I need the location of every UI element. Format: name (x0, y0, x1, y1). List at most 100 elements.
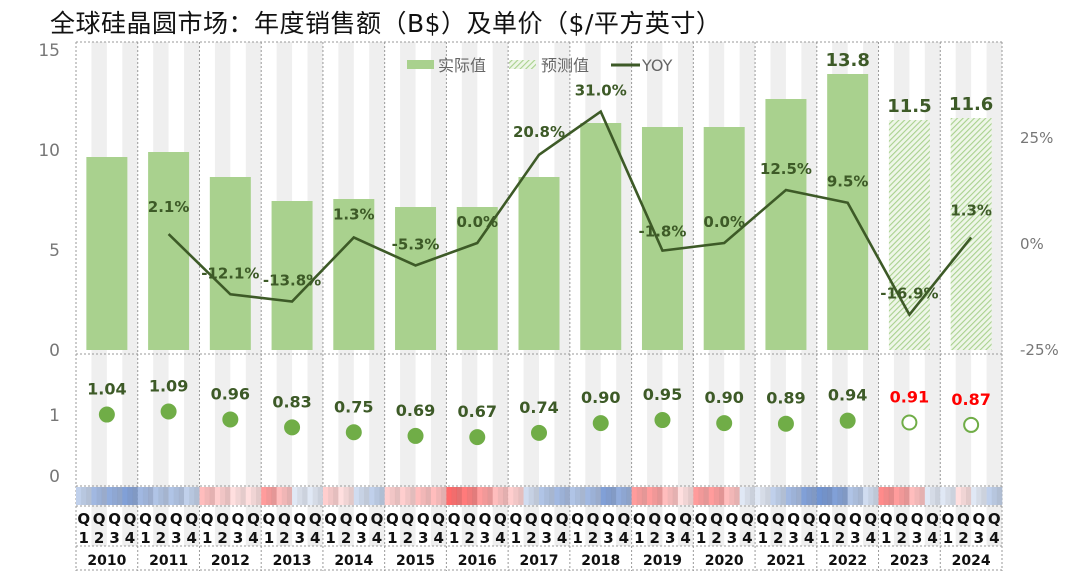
heatmap-cell (400, 487, 406, 505)
sales-axis-tick: 5 (49, 241, 60, 261)
heatmap-cell (971, 487, 977, 505)
year-label: 2015 (396, 553, 435, 569)
heatmap-cell (713, 487, 720, 505)
quarter-label-num: 1 (572, 529, 582, 547)
heatmap-cell (502, 487, 509, 505)
actual-bar (827, 74, 869, 350)
chart-title: 全球硅晶圆市场：年度销售额（B$）及单价（$/平方英寸） (50, 9, 722, 38)
quarter-label-num: 2 (711, 529, 721, 547)
heatmap-cell (677, 487, 684, 505)
price-dot (345, 424, 362, 441)
actual-bar (641, 127, 683, 350)
sales-axis-tick: 10 (38, 141, 60, 161)
heatmap-cell (117, 487, 123, 505)
quarter-label-num: 3 (171, 529, 181, 547)
year-label: 2018 (581, 553, 620, 569)
heatmap-cell (364, 487, 370, 505)
quarter-label-q: Q (525, 510, 538, 528)
quarter-label-q: Q (293, 510, 306, 528)
quarter-label-num: 4 (742, 529, 752, 547)
yoy-label: 2.1% (148, 198, 190, 216)
legend-forecast-label: 预测值 (541, 56, 589, 75)
heatmap-cell (492, 487, 499, 505)
grid-stripe (492, 42, 509, 546)
quarter-label-q: Q (417, 510, 430, 528)
quarter-label-num: 1 (387, 529, 397, 547)
heatmap-cell (101, 487, 108, 505)
year-label: 2020 (705, 553, 744, 569)
quarter-label-num: 4 (125, 529, 135, 547)
quarter-label-q: Q (108, 510, 121, 528)
quarter-label-num: 1 (634, 529, 644, 547)
heatmap-cell (518, 487, 524, 505)
quarter-label-num: 1 (78, 529, 88, 547)
heatmap-cell (724, 487, 730, 505)
heatmap-cell (91, 487, 97, 505)
quarter-label-num: 3 (850, 529, 860, 547)
quarter-label-q: Q (895, 510, 908, 528)
price-label: 0.87 (951, 390, 990, 409)
heatmap-cell (652, 487, 658, 505)
heatmap-cell (832, 487, 838, 505)
heatmap-cell (271, 487, 277, 505)
heatmap-cell (425, 487, 432, 505)
heatmap-cell (292, 487, 298, 505)
grid-stripe (554, 42, 570, 546)
heatmap-cell (369, 487, 375, 505)
quarter-label-num: 1 (264, 529, 274, 547)
heatmap-cell (441, 487, 447, 505)
heatmap-cell (173, 487, 180, 505)
heatmap-cell (148, 487, 154, 505)
quarter-label-num: 1 (325, 529, 335, 547)
quarter-label-q: Q (679, 510, 692, 528)
heatmap-cell (878, 487, 884, 505)
quarter-label-q: Q (185, 510, 198, 528)
heatmap-cell (297, 487, 303, 505)
grid-stripe (430, 42, 447, 546)
heatmap-cell (791, 487, 797, 505)
heatmap-cell (240, 487, 247, 505)
heatmap-cell (749, 487, 756, 505)
heatmap-cell (636, 487, 643, 505)
heatmap-cell (472, 487, 478, 505)
price-label: 0.91 (890, 387, 929, 406)
quarter-label-q: Q (818, 510, 831, 528)
quarter-label-q: Q (803, 510, 816, 528)
heatmap-cell (456, 487, 463, 505)
quarter-label-q: Q (772, 510, 785, 528)
price-dot (531, 424, 547, 441)
heatmap-cell (533, 487, 540, 505)
quarter-label-q: Q (849, 510, 862, 528)
yoy-label: 0.0% (703, 213, 745, 231)
heatmap-cell (266, 487, 272, 505)
quarter-label-num: 4 (433, 529, 443, 547)
heatmap-cell (204, 487, 211, 505)
heatmap-cell (605, 487, 612, 505)
legend-actual-swatch (407, 60, 434, 69)
heatmap-cell (899, 487, 905, 505)
heatmap-cell (554, 487, 560, 505)
heatmap-cell (544, 487, 550, 505)
heatmap-cell (929, 487, 936, 505)
price-label: 0.83 (272, 392, 311, 411)
quarter-label-q: Q (232, 510, 245, 528)
quarter-label-num: 3 (541, 529, 551, 547)
heatmap-cell (96, 487, 103, 505)
yoy-axis-tick: 0% (1020, 235, 1044, 253)
grid-stripe (245, 42, 262, 546)
actual-bar (271, 201, 313, 350)
price-dot (777, 415, 794, 432)
quarter-label-num: 1 (758, 529, 768, 547)
quarter-label-q: Q (463, 510, 476, 528)
heatmap-cell (250, 487, 257, 505)
quarter-label-num: 1 (881, 529, 891, 547)
heatmap-cell (611, 487, 617, 505)
year-label: 2010 (87, 553, 126, 569)
heatmap-cell (893, 487, 900, 505)
heatmap-cell (220, 487, 226, 505)
heatmap-cell (821, 487, 828, 505)
yoy-label: -1.8% (639, 223, 687, 241)
quarter-label-q: Q (710, 510, 723, 528)
heatmap-cell (178, 487, 185, 505)
quarter-label-q: Q (201, 510, 214, 528)
